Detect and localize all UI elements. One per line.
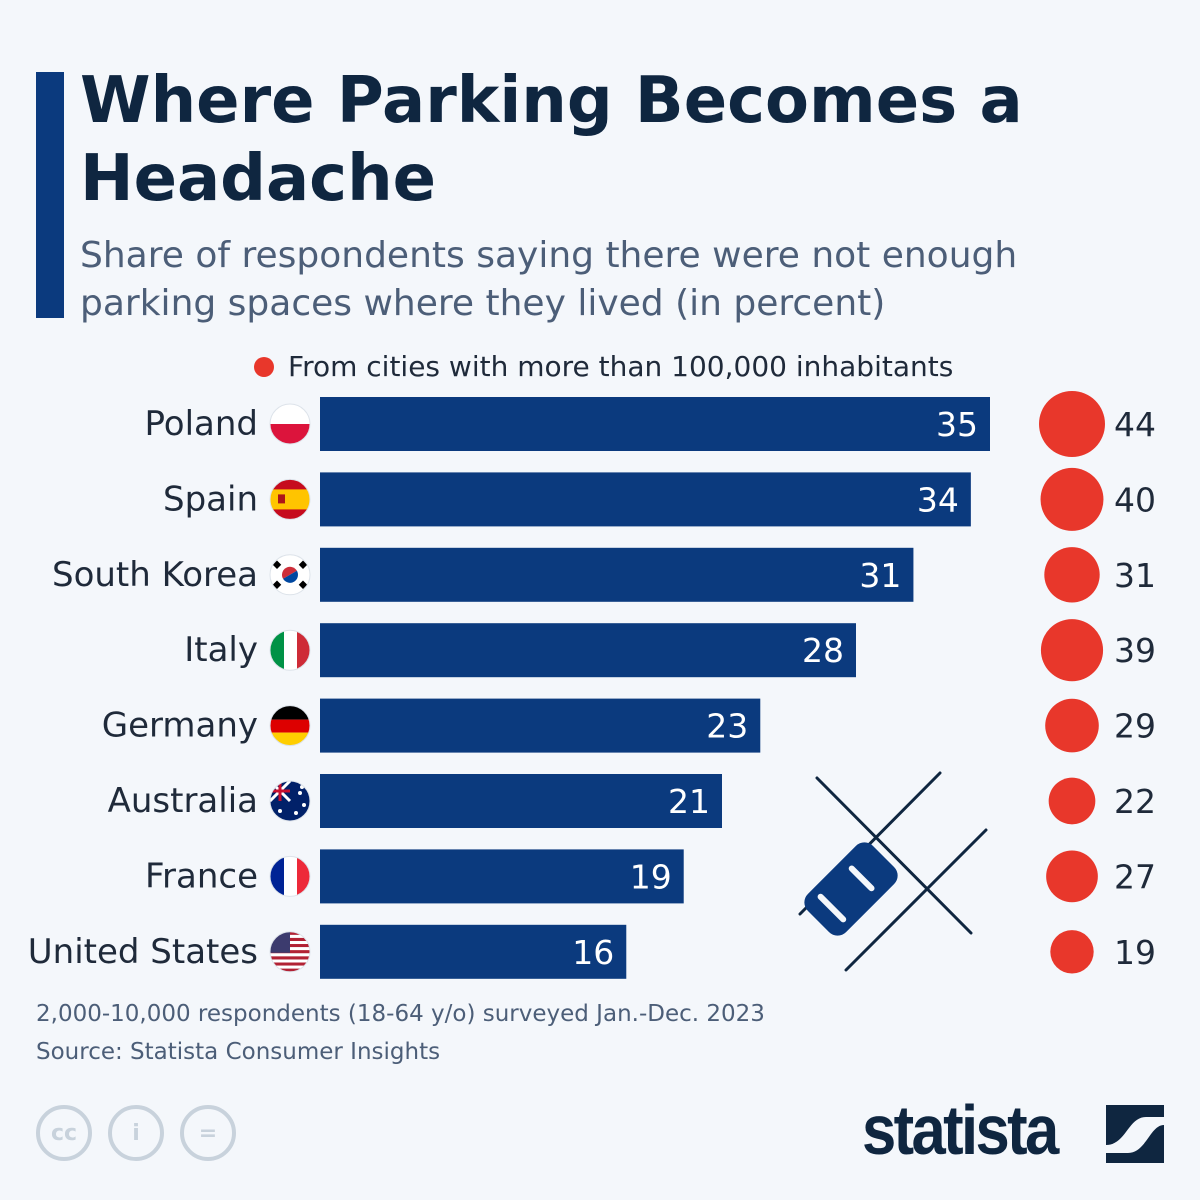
category-label: South Korea: [52, 555, 258, 595]
legend: From cities with more than 100,000 inhab…: [254, 350, 953, 383]
flag-icon: [270, 931, 310, 972]
chart-title: Where Parking Becomes a Headache: [80, 64, 1023, 216]
flag-icon: [270, 781, 310, 821]
source-note: Source: Statista Consumer Insights: [36, 1039, 441, 1065]
brand-name: statista: [862, 1091, 1059, 1169]
bubble-value-label: 27: [1114, 857, 1156, 896]
flag-outline: [269, 705, 311, 747]
flag-outline: [269, 554, 311, 596]
city-bubble: [1039, 391, 1105, 457]
statista-logo[interactable]: statista: [862, 1090, 1059, 1170]
flag-outline: [269, 629, 311, 671]
bubble-value-label: 29: [1114, 707, 1156, 746]
bubble-value-label: 19: [1114, 933, 1156, 972]
bar: [320, 924, 627, 979]
legend-dot-icon: [254, 356, 274, 377]
bar: [320, 774, 722, 828]
bar: [320, 397, 990, 451]
bar: [320, 849, 684, 904]
flag-outline: [269, 931, 311, 973]
bubble-value-label: 39: [1114, 631, 1156, 670]
parking-car-illustration: [798, 771, 988, 972]
bar-value-label: 23: [706, 707, 748, 746]
category-label: Spain: [163, 479, 258, 519]
bar-value-label: 21: [668, 782, 710, 821]
category-label: Poland: [144, 404, 258, 444]
legend-label: From cities with more than 100,000 inhab…: [288, 350, 954, 383]
bar-value-label: 31: [859, 556, 901, 595]
flag-outline: [269, 780, 311, 822]
bubble-value-label: 22: [1114, 782, 1156, 821]
bubble-value-label: 40: [1114, 480, 1156, 519]
flag-outline: [269, 403, 311, 445]
bubble-value-label: 31: [1114, 556, 1156, 595]
city-bubble: [1048, 777, 1096, 825]
flag-icon: [270, 479, 310, 520]
bar: [320, 623, 856, 678]
bar-value-label: 35: [936, 405, 978, 444]
city-bubble: [1046, 850, 1098, 903]
bar: [320, 472, 971, 527]
survey-note: 2,000-10,000 respondents (18-64 y/o) sur…: [36, 1001, 765, 1027]
statista-logo-icon: [1106, 1105, 1164, 1163]
chart-subtitle: Share of respondents saying there were n…: [80, 235, 1018, 324]
city-bubble: [1044, 547, 1100, 603]
category-label: Germany: [102, 706, 258, 746]
city-bubble: [1040, 619, 1104, 682]
flag-icon: [270, 554, 310, 595]
bar: [320, 547, 914, 602]
flag-outline: [269, 855, 311, 897]
category-label: United States: [28, 932, 258, 972]
city-bubble: [1040, 467, 1104, 531]
bar-value-label: 19: [630, 857, 672, 896]
category-label: France: [145, 856, 258, 896]
category-label: Italy: [184, 630, 258, 670]
flag-icon: [270, 630, 310, 671]
flag-icon: [270, 404, 310, 444]
bar-value-label: 16: [572, 933, 614, 972]
attribution-icon[interactable]: i: [108, 1105, 164, 1161]
bar: [320, 698, 761, 753]
no-derivatives-icon[interactable]: =: [180, 1105, 236, 1161]
flag-icon: [270, 856, 310, 897]
city-bubble: [1050, 930, 1094, 974]
title-accent-bar: [36, 72, 64, 318]
flag-outline: [269, 478, 311, 520]
flag-icon: [270, 705, 310, 746]
category-label: Australia: [108, 781, 258, 821]
cc-icon[interactable]: cc: [36, 1105, 92, 1161]
bar-value-label: 28: [802, 631, 844, 670]
city-bubble: [1045, 698, 1099, 753]
bubble-value-label: 44: [1114, 405, 1156, 444]
bar-chart: Poland 35 44 Spain 34 40 South Korea 31 31 Italy 2…: [28, 391, 1156, 979]
bar-value-label: 34: [917, 480, 959, 519]
